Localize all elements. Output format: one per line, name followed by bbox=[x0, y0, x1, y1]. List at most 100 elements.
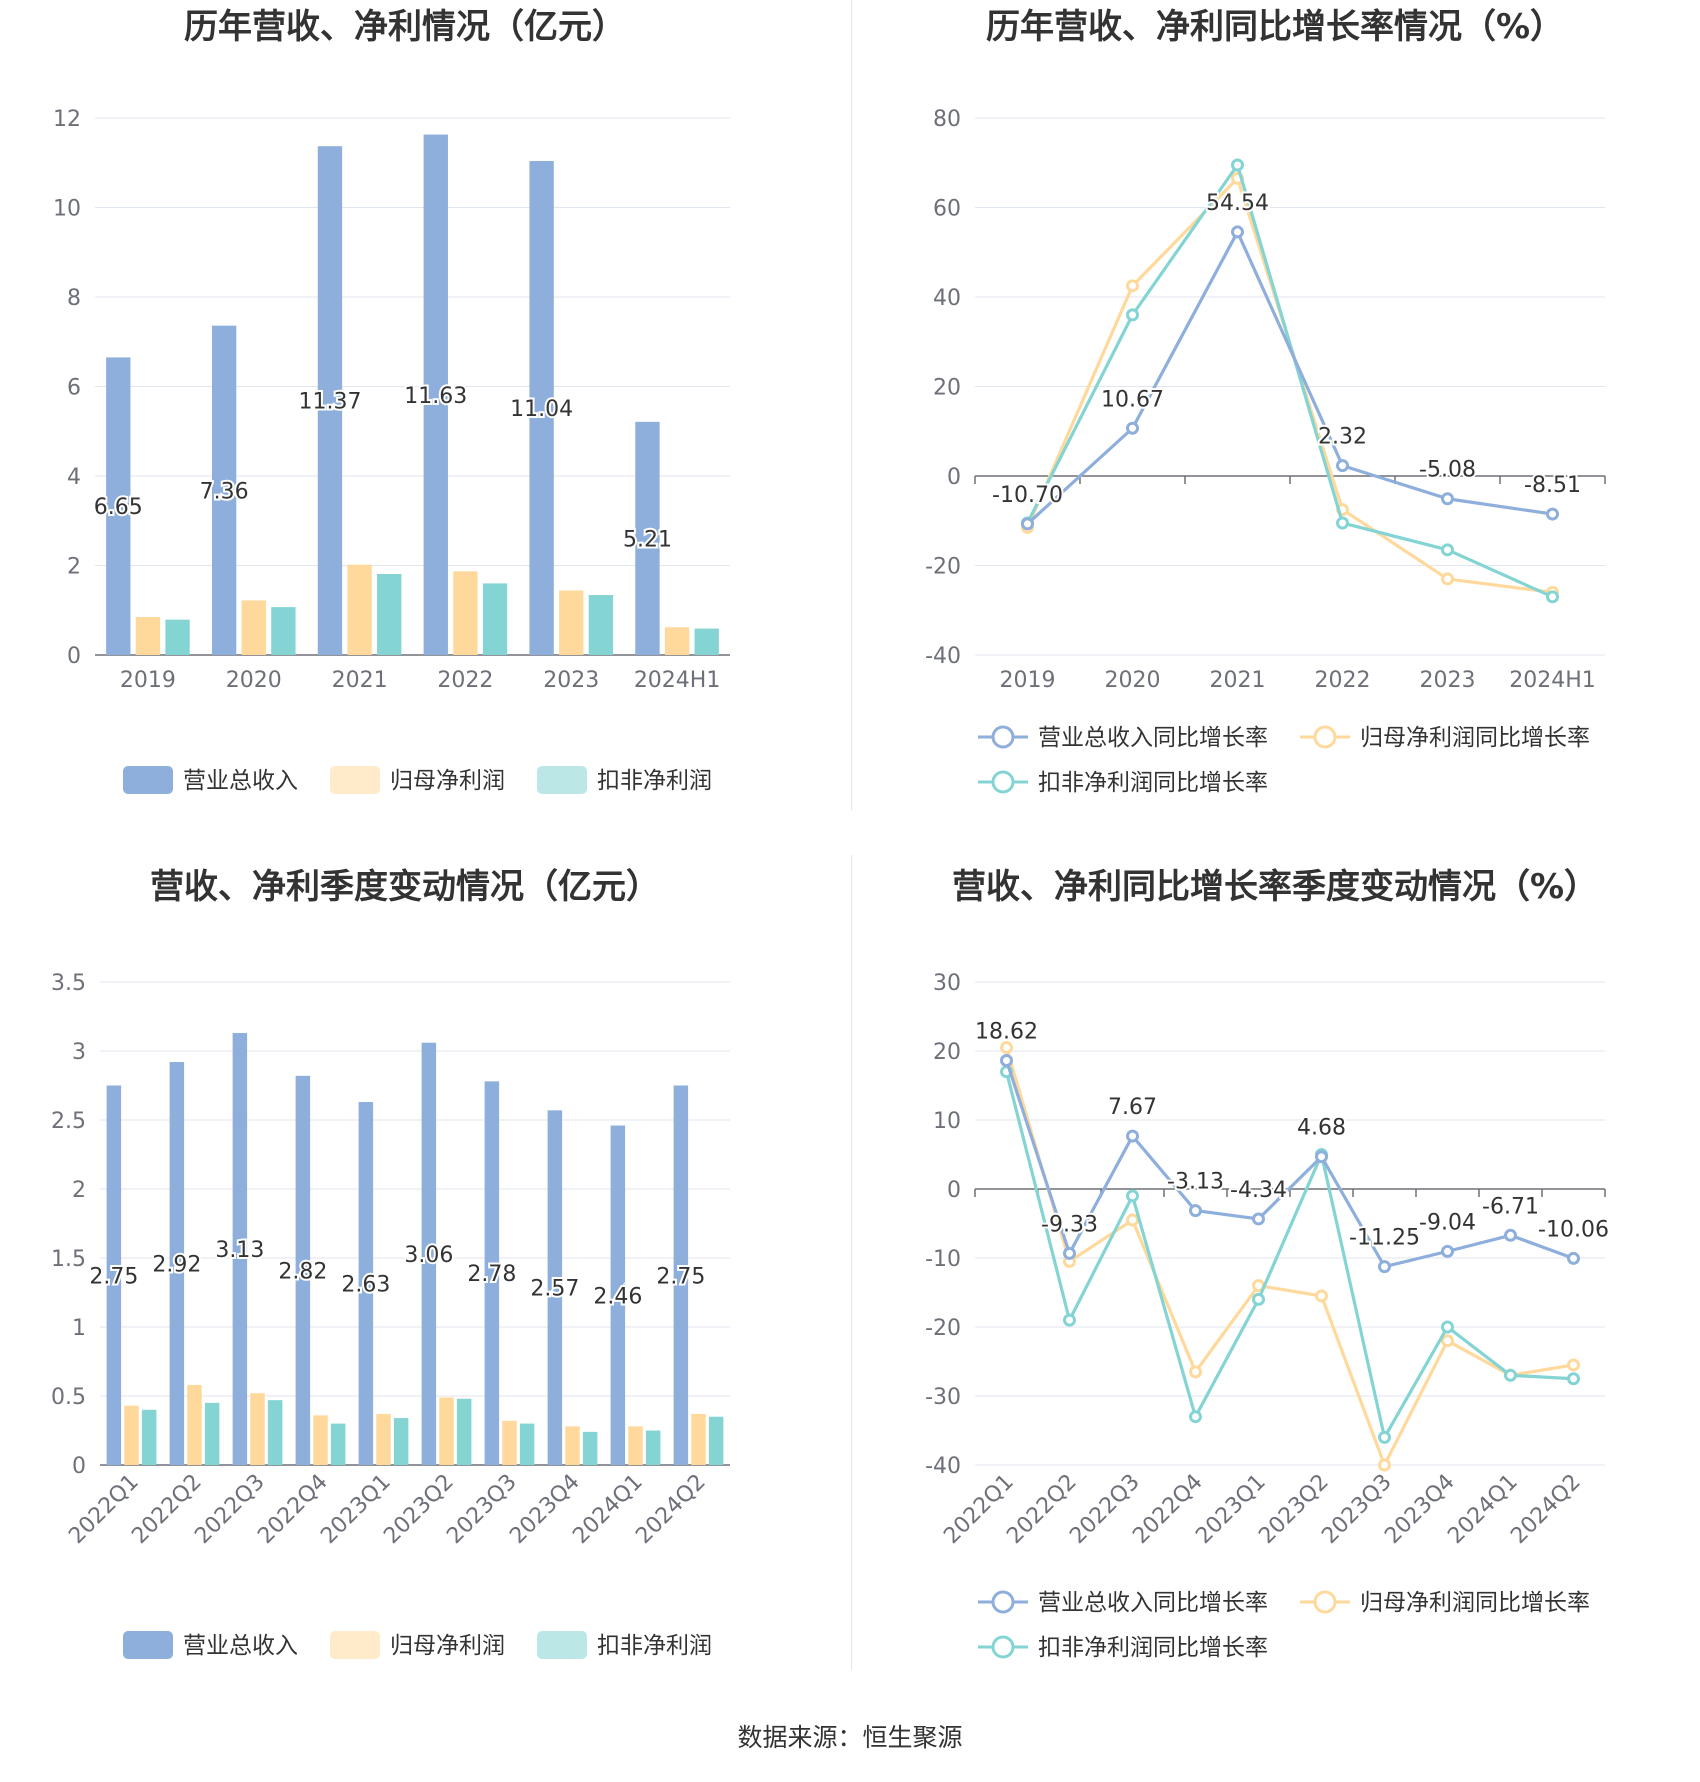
line-point-series-1 bbox=[1000, 1054, 1013, 1068]
bar-series-2 bbox=[439, 1397, 454, 1465]
bar-series-1 bbox=[211, 325, 237, 655]
bar-series-2 bbox=[347, 564, 372, 655]
line-point-series-1 bbox=[1441, 1244, 1454, 1258]
line-point-series-1 bbox=[1126, 421, 1139, 435]
legend-item-series-3[interactable]: 扣非净利润 bbox=[537, 766, 712, 794]
y-tick-label: 2 bbox=[67, 555, 81, 580]
bar-series-1 bbox=[295, 1075, 311, 1465]
legend-label: 归母净利润同比增长率 bbox=[1360, 1590, 1590, 1616]
line-point-series-1 bbox=[1546, 507, 1559, 521]
bar-series-2 bbox=[559, 590, 584, 655]
line-point-series-1 bbox=[1126, 1129, 1139, 1143]
data-label: 11.04 bbox=[510, 397, 573, 422]
legend-item-series-2[interactable]: 归母净利润同比增长率 bbox=[1300, 1590, 1590, 1616]
data-label: -4.34 bbox=[1230, 1178, 1287, 1203]
y-tick-label: 2.5 bbox=[51, 1109, 86, 1134]
y-tick-label: 40 bbox=[933, 286, 961, 311]
data-label: 2.75 bbox=[89, 1264, 138, 1289]
bar-series-2 bbox=[124, 1405, 139, 1465]
data-label: 3.13 bbox=[215, 1238, 264, 1263]
data-label: 2.57 bbox=[530, 1277, 579, 1302]
legend-label: 营业总收入同比增长率 bbox=[1038, 725, 1268, 751]
chart-title: 历年营收、净利情况（亿元） bbox=[184, 7, 626, 47]
legend-item-series-1[interactable]: 营业总收入 bbox=[123, 1631, 298, 1659]
bar-series-2 bbox=[313, 1415, 328, 1465]
legend-swatch bbox=[330, 766, 380, 794]
data-label: 2.78 bbox=[467, 1262, 516, 1287]
data-label: 7.36 bbox=[200, 479, 249, 504]
bar-series-3 bbox=[271, 607, 296, 655]
x-tick-label: 2019 bbox=[1000, 668, 1056, 693]
data-label: -8.51 bbox=[1524, 473, 1581, 498]
y-tick-label: 4 bbox=[67, 465, 81, 490]
bar-series-3 bbox=[393, 1418, 409, 1465]
line-point-series-3 bbox=[1252, 1292, 1265, 1306]
chart-title: 营收、净利季度变动情况（亿元） bbox=[150, 867, 660, 907]
x-tick-label: 2021 bbox=[332, 668, 388, 693]
line-point-series-1 bbox=[1252, 1212, 1265, 1226]
bar-series-2 bbox=[250, 1393, 265, 1465]
bar-series-2 bbox=[453, 571, 478, 655]
y-tick-label: -20 bbox=[925, 1316, 961, 1341]
bar-series-3 bbox=[377, 574, 402, 655]
legend-item-series-2[interactable]: 归母净利润 bbox=[330, 766, 505, 794]
y-tick-label: 3.5 bbox=[51, 971, 86, 996]
legend-item-series-3[interactable]: 扣非净利润同比增长率 bbox=[978, 770, 1268, 796]
data-label: 11.37 bbox=[298, 390, 361, 415]
line-point-series-3 bbox=[1504, 1368, 1517, 1382]
data-label: 3.06 bbox=[404, 1243, 453, 1268]
chart-4: 营收、净利同比增长率季度变动情况（%） -40 -30 -20 -10 0 10 20 30 20… bbox=[925, 867, 1611, 1661]
bar-series-1 bbox=[106, 1085, 122, 1465]
bar-series-3 bbox=[267, 1400, 283, 1465]
data-label: -9.33 bbox=[1041, 1212, 1098, 1237]
legend-swatch-marker bbox=[1313, 725, 1337, 749]
y-tick-label: -40 bbox=[925, 1454, 961, 1479]
data-label: 7.67 bbox=[1108, 1095, 1157, 1120]
x-tick-label: 2021 bbox=[1210, 668, 1266, 693]
line-point-series-2 bbox=[1000, 1041, 1013, 1055]
bar-series-1 bbox=[423, 134, 448, 655]
legend-label: 营业总收入 bbox=[183, 1633, 298, 1659]
data-label: 10.67 bbox=[1101, 387, 1164, 412]
legend-label: 扣非净利润同比增长率 bbox=[1038, 770, 1268, 796]
line-point-series-3 bbox=[1546, 590, 1559, 604]
bar-series-2 bbox=[691, 1413, 706, 1465]
line-point-series-3 bbox=[1063, 1313, 1076, 1327]
bar-series-1 bbox=[484, 1081, 500, 1465]
x-tick-label: 2022 bbox=[437, 668, 493, 693]
line-point-series-3 bbox=[1441, 1320, 1454, 1334]
legend-item-series-3[interactable]: 扣非净利润 bbox=[537, 1631, 712, 1659]
legend-item-series-3[interactable]: 扣非净利润同比增长率 bbox=[978, 1635, 1268, 1661]
line-point-series-2 bbox=[1126, 1213, 1139, 1227]
y-tick-label: 60 bbox=[933, 197, 961, 222]
legend-swatch-marker bbox=[991, 725, 1015, 749]
y-tick-label: -40 bbox=[925, 644, 961, 669]
y-tick-label: 30 bbox=[933, 971, 961, 996]
y-tick-label: 6 bbox=[67, 376, 81, 401]
bar-series-1 bbox=[529, 160, 554, 655]
legend-item-series-1[interactable]: 营业总收入同比增长率 bbox=[978, 725, 1268, 751]
legend-label: 归母净利润同比增长率 bbox=[1360, 725, 1590, 751]
legend-label: 营业总收入同比增长率 bbox=[1038, 1590, 1268, 1616]
chart-2: 历年营收、净利同比增长率情况（%） -40 -20 0 20 40 60 80 2019 2020… bbox=[925, 7, 1606, 796]
legend-item-series-2[interactable]: 归母净利润 bbox=[330, 1631, 505, 1659]
legend-item-series-1[interactable]: 营业总收入同比增长率 bbox=[978, 1590, 1268, 1616]
line-point-series-3 bbox=[1567, 1372, 1580, 1386]
bar-series-2 bbox=[565, 1426, 580, 1465]
line-series-1 bbox=[1004, 1060, 1575, 1269]
legend-item-series-1[interactable]: 营业总收入 bbox=[123, 766, 298, 794]
y-tick-label: -10 bbox=[925, 1247, 961, 1272]
legend-swatch bbox=[537, 766, 587, 794]
bar-series-2 bbox=[241, 600, 266, 655]
line-point-series-1 bbox=[1063, 1246, 1076, 1260]
data-label: 5.21 bbox=[623, 527, 672, 552]
data-label: 11.63 bbox=[404, 384, 467, 409]
y-tick-label: 10 bbox=[933, 1109, 961, 1134]
data-label: 2.82 bbox=[278, 1259, 327, 1284]
chart-title: 历年营收、净利同比增长率情况（%） bbox=[986, 7, 1564, 47]
line-point-series-2 bbox=[1441, 572, 1454, 586]
data-label: 2.32 bbox=[1318, 425, 1367, 450]
legend-item-series-2[interactable]: 归母净利润同比增长率 bbox=[1300, 725, 1590, 751]
bar-series-1 bbox=[106, 357, 131, 655]
bar-series-1 bbox=[232, 1033, 248, 1465]
